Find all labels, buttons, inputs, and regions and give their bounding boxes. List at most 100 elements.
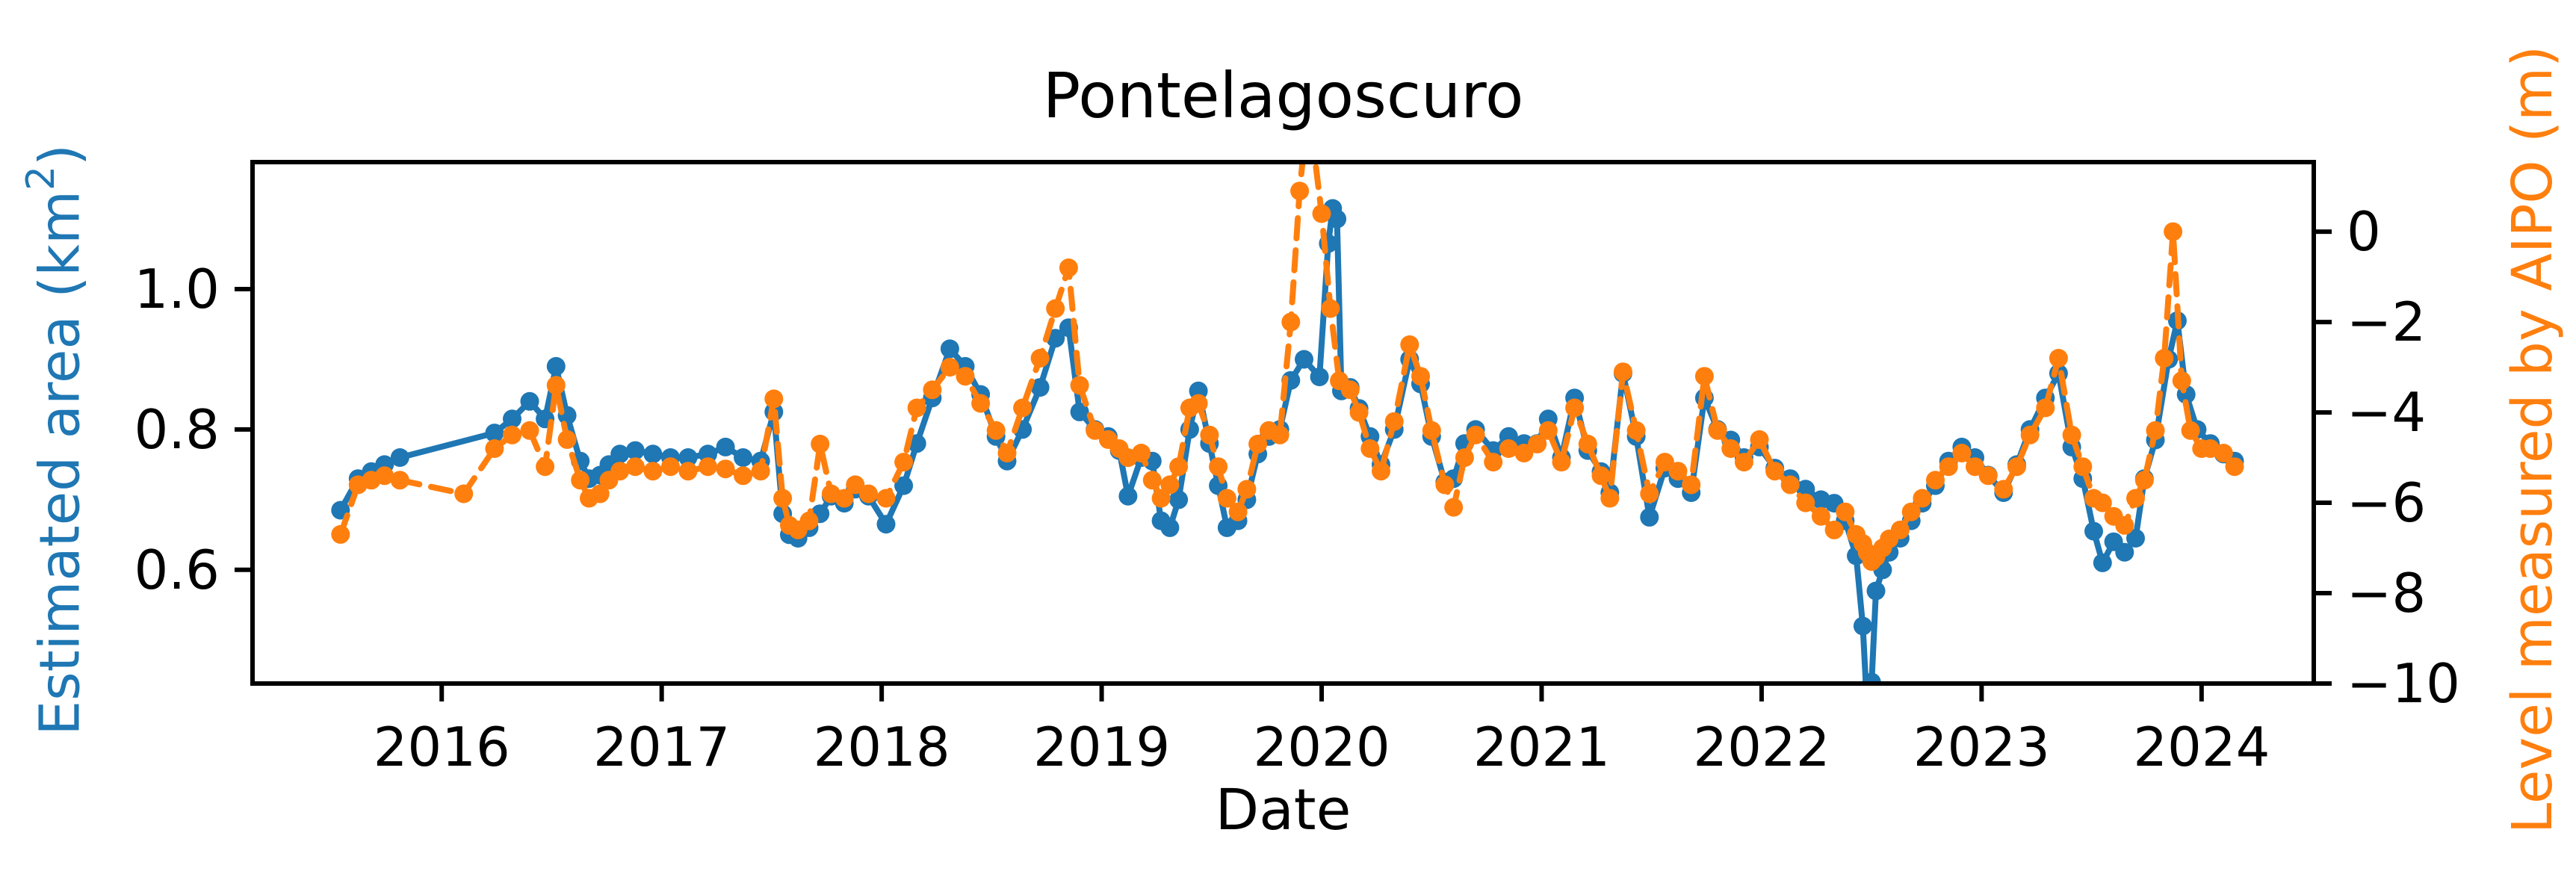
data-point: [956, 367, 975, 386]
data-point: [503, 425, 521, 444]
data-point: [625, 441, 645, 460]
data-point: [971, 394, 991, 413]
data-point: [1321, 299, 1340, 318]
data-point: [2073, 457, 2093, 477]
data-point: [1708, 421, 1727, 440]
data-point: [734, 448, 753, 467]
data-point: [1070, 402, 1089, 421]
data-point: [2049, 349, 2068, 368]
data-point: [390, 471, 409, 490]
data-point: [1750, 430, 1769, 449]
data-point: [2093, 553, 2112, 572]
data-point: [1565, 398, 1585, 418]
x-tick-label: 2020: [1253, 716, 1390, 778]
data-point: [1248, 434, 1268, 453]
data-point: [2214, 444, 2233, 462]
data-point: [1538, 421, 1558, 440]
data-point: [1514, 444, 1534, 462]
data-point: [1966, 457, 1984, 477]
data-point: [2093, 493, 2112, 512]
data-point: [876, 515, 896, 534]
data-point: [1939, 457, 1958, 477]
data-point: [734, 466, 753, 486]
data-point: [1030, 378, 1050, 397]
data-point: [571, 471, 590, 490]
data-point: [1160, 518, 1180, 537]
data-point: [1499, 439, 1518, 458]
data-point: [610, 462, 630, 481]
data-point: [2225, 457, 2244, 477]
data-point: [799, 511, 819, 530]
y-tick-label-left: 0.6: [134, 539, 220, 601]
chart-title: Pontelagoscuro: [1042, 59, 1524, 132]
data-point: [1591, 466, 1611, 486]
data-point: [1444, 498, 1464, 517]
data-point: [1668, 462, 1688, 481]
data-point: [1046, 299, 1065, 318]
data-point: [1682, 475, 1701, 495]
data-point: [1142, 471, 1162, 490]
data-point: [375, 466, 394, 486]
data-point: [1824, 520, 1844, 539]
data-point: [1151, 489, 1171, 508]
data-point: [1372, 462, 1390, 481]
data-point: [2126, 529, 2145, 548]
data-point: [1435, 475, 1455, 495]
data-point: [2172, 371, 2191, 391]
data-point: [2126, 489, 2145, 508]
data-point: [923, 380, 942, 400]
data-point: [1400, 335, 1419, 354]
data-point: [331, 524, 350, 544]
data-point: [1978, 466, 1998, 486]
data-point: [520, 421, 539, 440]
data-point: [894, 453, 914, 472]
data-point: [1655, 453, 1674, 472]
data-point: [1200, 425, 1219, 444]
data-point: [520, 391, 539, 411]
data-point: [1862, 672, 1881, 684]
data-point: [610, 444, 630, 464]
data-point: [1866, 581, 1886, 601]
data-point: [894, 476, 914, 495]
data-point: [1765, 462, 1785, 481]
data-point: [1328, 209, 1347, 229]
y-tick-label-right: −2: [2347, 291, 2426, 353]
data-point: [1030, 349, 1050, 368]
data-point: [1552, 453, 1571, 472]
data-point: [876, 489, 896, 508]
y-tick-label-right: −6: [2347, 471, 2426, 534]
data-point: [1209, 457, 1228, 477]
data-point: [390, 448, 409, 467]
data-point: [1281, 312, 1301, 332]
data-point: [1952, 444, 1972, 462]
data-point: [1853, 616, 1872, 636]
data-point: [1422, 421, 1441, 440]
data-point: [835, 489, 854, 508]
data-point: [1694, 367, 1714, 386]
data-point: [2062, 425, 2081, 444]
data-point: [2155, 349, 2174, 368]
data-point: [485, 439, 504, 458]
data-point: [907, 398, 926, 418]
y-tick-label-left: 1.0: [134, 258, 220, 320]
data-point: [1059, 258, 1078, 277]
data-point: [1901, 502, 1921, 521]
data-point: [1836, 502, 1855, 521]
data-point: [1721, 439, 1741, 458]
data-point: [764, 389, 784, 409]
data-point: [1270, 425, 1289, 444]
data-point: [1132, 444, 1151, 462]
data-point: [2115, 542, 2134, 562]
data-point: [773, 489, 793, 508]
y-tick-label-left: 0.8: [134, 398, 220, 461]
data-point: [1913, 489, 1932, 508]
data-point: [557, 430, 577, 449]
data-point: [2084, 521, 2103, 541]
data-point: [1013, 398, 1032, 418]
data-point: [1578, 434, 1597, 453]
x-tick-label: 2016: [374, 716, 510, 778]
x-tick-label: 2017: [593, 716, 730, 778]
data-point: [1613, 362, 1632, 382]
data-point: [1890, 520, 1910, 539]
data-point: [1290, 182, 1310, 201]
